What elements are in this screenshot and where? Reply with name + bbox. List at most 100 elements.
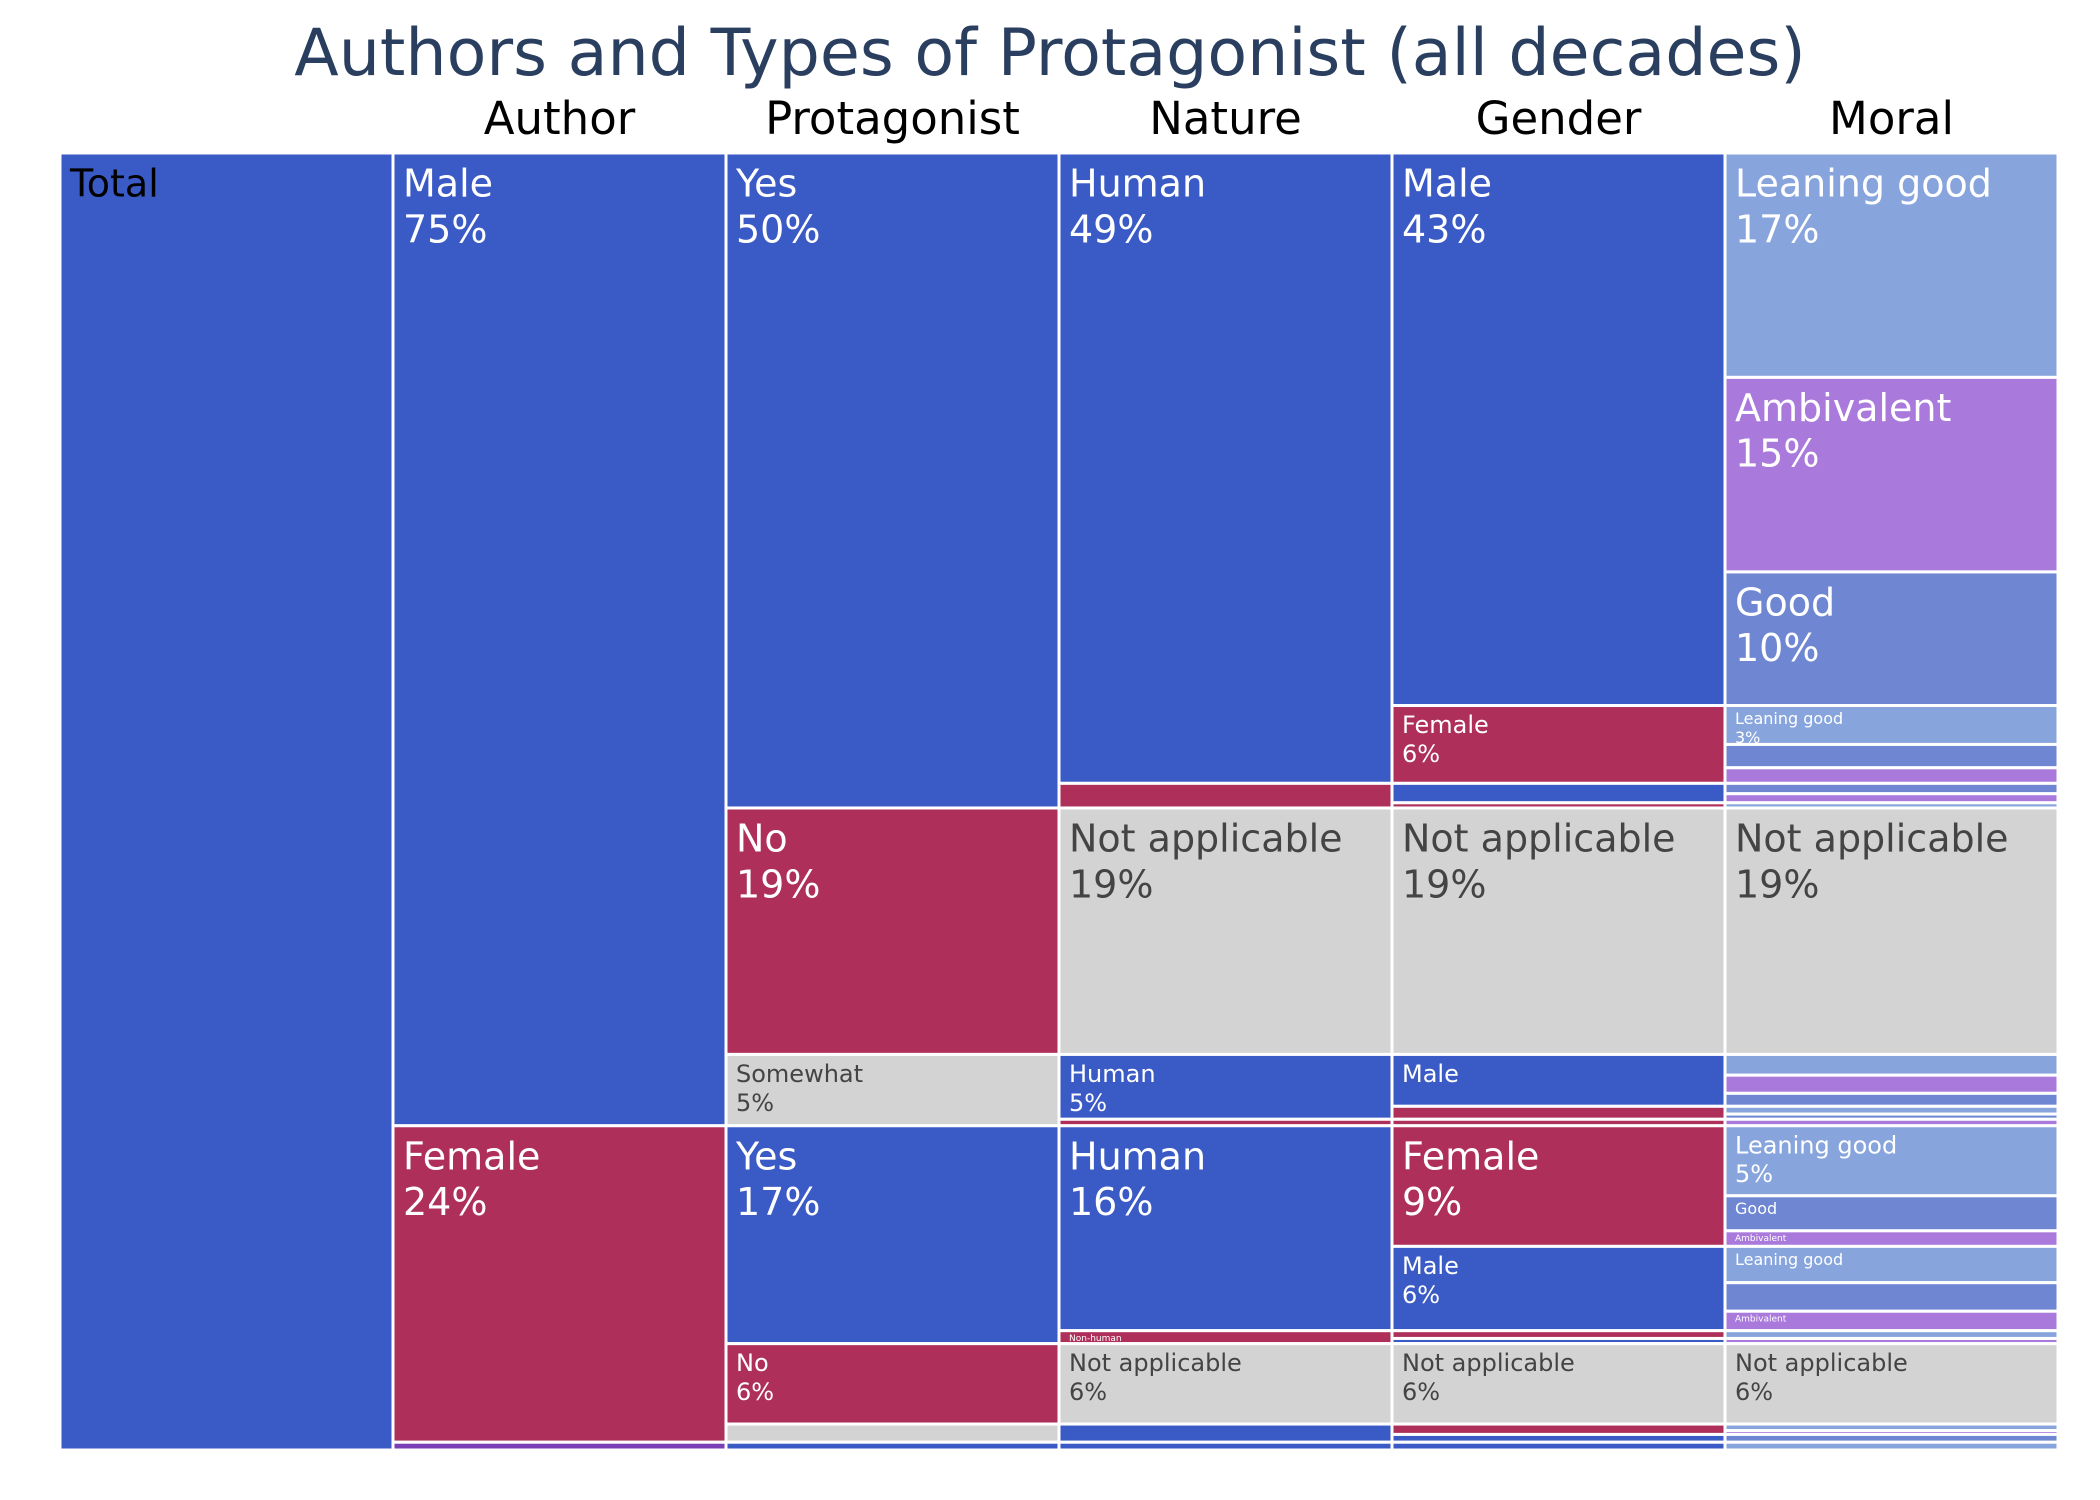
icicle-segment[interactable]: [724, 1422, 1061, 1444]
icicle-segment[interactable]: [1057, 781, 1394, 810]
icicle-segment[interactable]: [1057, 1052, 1394, 1121]
segment-label: Male: [403, 162, 493, 206]
icicle-segment[interactable]: [1390, 1244, 1727, 1333]
icicle-node-ambivalent[interactable]: Ambivalent: [1723, 1229, 2060, 1248]
icicle-node-segment[interactable]: [391, 1440, 728, 1452]
icicle-node-segment[interactable]: [1723, 1052, 2060, 1077]
icicle-node-segment[interactable]: [1057, 1440, 1394, 1452]
icicle-segment[interactable]: [1390, 151, 1727, 708]
column-header-gender: Gender: [1475, 92, 1642, 145]
icicle-node-segment[interactable]: [1390, 1422, 1727, 1436]
icicle-node-segment[interactable]: [1390, 1440, 1727, 1452]
icicle-segment[interactable]: [1057, 1124, 1394, 1333]
icicle-node-segment[interactable]: [1723, 766, 2060, 785]
icicle-segment[interactable]: [1723, 1440, 2060, 1452]
icicle-segment[interactable]: [724, 806, 1061, 1056]
icicle-node-segment[interactable]: [1723, 1073, 2060, 1095]
segment-percent: 5%: [1069, 1089, 1107, 1117]
icicle-segment[interactable]: [724, 1440, 1061, 1452]
icicle-segment[interactable]: [1057, 806, 1394, 1056]
icicle-segment[interactable]: [1723, 806, 2060, 1056]
icicle-segment[interactable]: [1723, 1244, 2060, 1285]
icicle-segment[interactable]: [1390, 781, 1727, 805]
icicle-node-total[interactable]: Total: [58, 151, 395, 1452]
icicle-segment[interactable]: [1723, 781, 2060, 796]
icicle-node-segment[interactable]: [1390, 1104, 1727, 1121]
icicle-segment[interactable]: [1390, 806, 1727, 1056]
icicle-node-segment[interactable]: [1723, 742, 2060, 770]
icicle-segment[interactable]: [1057, 151, 1394, 785]
icicle-segment[interactable]: [391, 151, 728, 1128]
icicle-node-segment[interactable]: [1723, 1281, 2060, 1313]
icicle-segment[interactable]: [1723, 151, 2060, 379]
icicle-segment[interactable]: [1057, 1342, 1394, 1426]
icicle-segment[interactable]: [391, 1440, 728, 1452]
icicle-segment[interactable]: [724, 1052, 1061, 1128]
icicle-node-segment[interactable]: [1390, 781, 1727, 805]
icicle-node-segment[interactable]: [1057, 781, 1394, 810]
segment-label: Male: [1402, 1060, 1459, 1088]
icicle-segment[interactable]: [724, 1124, 1061, 1346]
icicle-segment[interactable]: [1723, 1194, 2060, 1233]
icicle-node-no[interactable]: No6%: [724, 1342, 1061, 1426]
icicle-node-segment[interactable]: [724, 1440, 1061, 1452]
icicle-segment[interactable]: [1390, 1422, 1727, 1436]
segment-percent: 19%: [1402, 862, 1486, 906]
icicle-node-segment[interactable]: [1723, 1091, 2060, 1108]
icicle-node-segment[interactable]: [1057, 1422, 1394, 1444]
icicle-segment[interactable]: [724, 1342, 1061, 1426]
segment-percent: 6%: [1402, 1378, 1440, 1406]
icicle-segment[interactable]: [1723, 1091, 2060, 1108]
icicle-segment[interactable]: [1723, 1281, 2060, 1313]
icicle-node-segment[interactable]: [1723, 781, 2060, 796]
icicle-node-good[interactable]: Good: [1723, 1194, 2060, 1233]
icicle-segment[interactable]: [1723, 766, 2060, 785]
icicle-segment[interactable]: [1390, 1440, 1727, 1452]
icicle-segment[interactable]: [1057, 1440, 1394, 1452]
segment-label: Female: [1402, 711, 1489, 739]
segment-label: Not applicable: [1735, 817, 2009, 861]
icicle-segment[interactable]: [391, 1124, 728, 1444]
icicle-node-non-human[interactable]: Non-human: [1057, 1329, 1394, 1346]
icicle-segment[interactable]: [58, 151, 395, 1452]
icicle-node-segment[interactable]: [724, 1422, 1061, 1444]
icicle-segment[interactable]: [1723, 1052, 2060, 1077]
icicle-node-ambivalent[interactable]: Ambivalent: [1723, 1309, 2060, 1333]
icicle-segment[interactable]: [724, 151, 1061, 810]
icicle-segment[interactable]: [1723, 375, 2060, 574]
icicle-segment[interactable]: [1723, 704, 2060, 746]
icicle-segment[interactable]: [1723, 570, 2060, 708]
icicle-segment[interactable]: [1390, 1104, 1727, 1121]
icicle-node-leaning-good[interactable]: Leaning good: [1723, 1244, 2060, 1285]
icicle-node-segment[interactable]: [1723, 1440, 2060, 1452]
segment-label: Non-human: [1069, 1334, 1122, 1344]
icicle-segment[interactable]: [1723, 1073, 2060, 1095]
icicle-segment[interactable]: [1723, 742, 2060, 770]
icicle-segment[interactable]: [1057, 1422, 1394, 1444]
icicle-node-male[interactable]: Male: [1390, 1052, 1727, 1108]
